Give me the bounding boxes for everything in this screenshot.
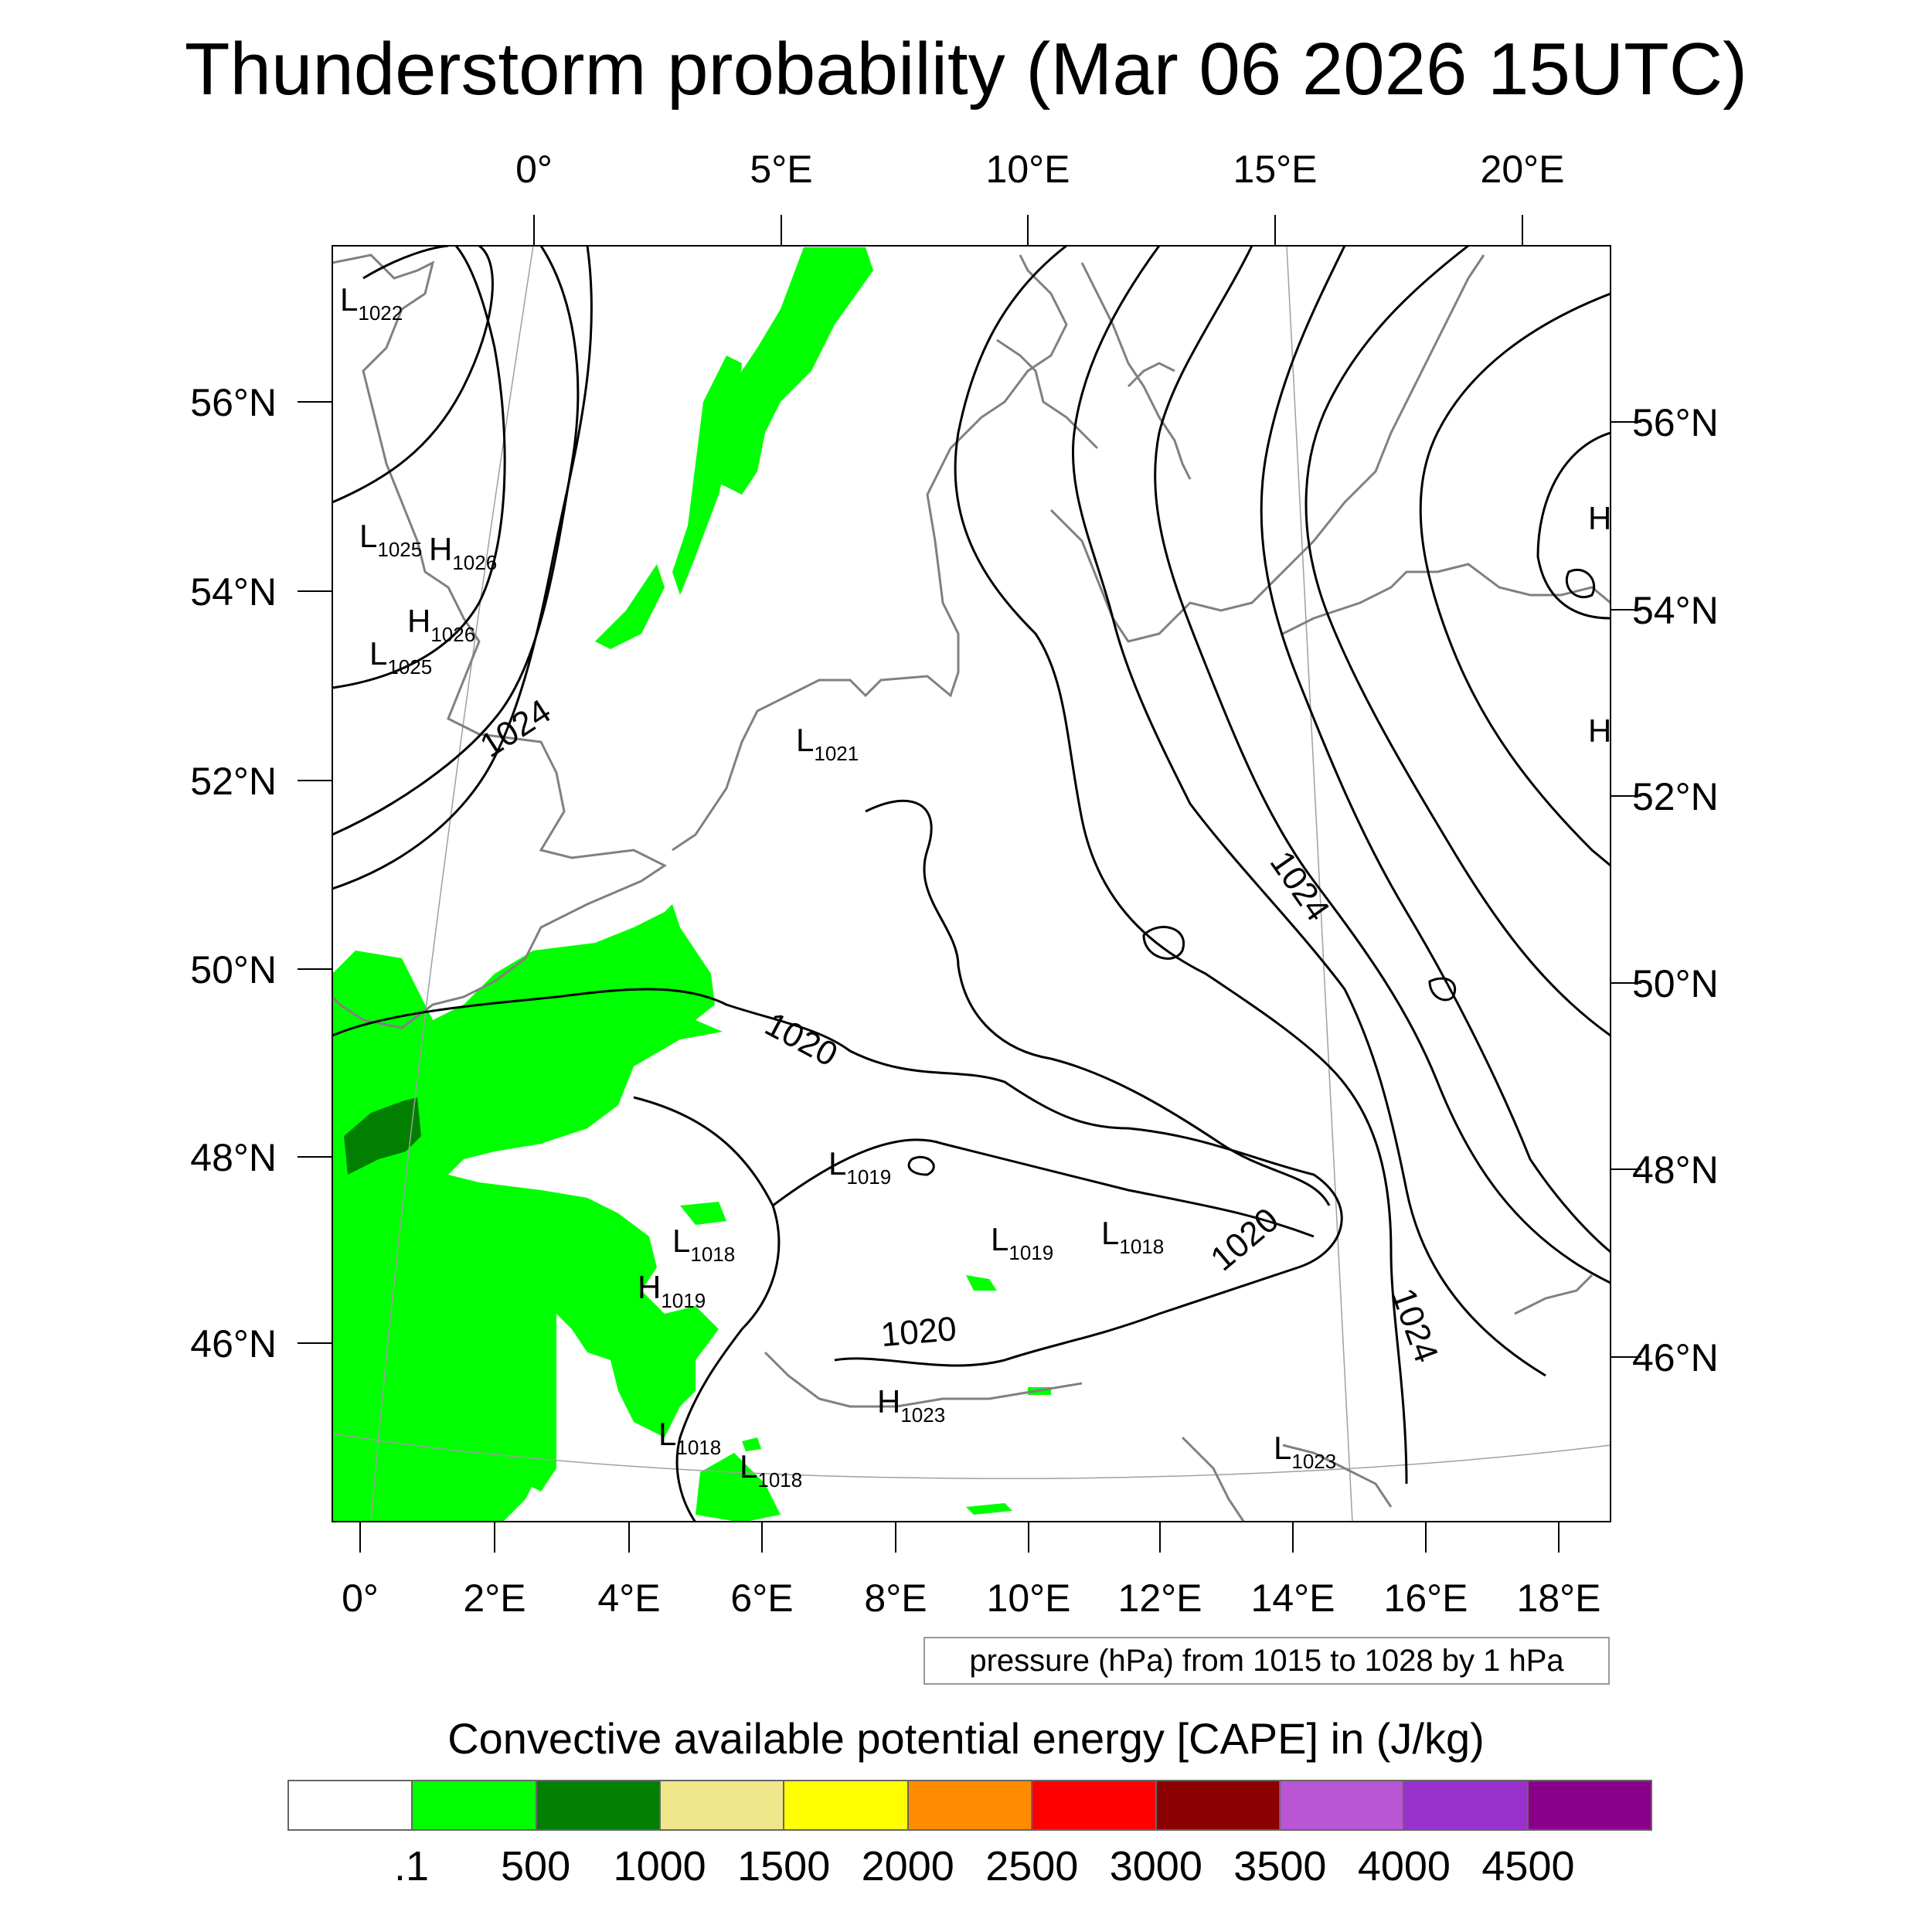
pressure-center-high: H1023 (877, 1383, 945, 1427)
colorbar-label: .1 (394, 1843, 430, 1889)
left-tick-label: 56°N (190, 381, 277, 424)
colorbar-label: 2000 (861, 1843, 954, 1889)
right-tick-label: 46°N (1632, 1336, 1719, 1379)
left-tick-label: 52°N (190, 760, 277, 803)
top-tick-label: 20°E (1481, 148, 1565, 191)
colorbar-labels: .1 500 1000 1500 2000 2500 3000 3500 4000 4500 (0, 1839, 1932, 1893)
bottom-tick-label: 16°E (1384, 1577, 1468, 1620)
chart-title: Thunderstorm probability (Mar 06 2026 15… (184, 28, 1748, 111)
colorbar-swatch (1404, 1781, 1529, 1829)
colorbar-swatch (908, 1781, 1033, 1829)
bottom-tick-label: 0° (342, 1577, 379, 1620)
cape-colorbar (287, 1780, 1652, 1831)
top-tick-label: 10°E (986, 148, 1070, 191)
pressure-center-high: H (1588, 500, 1611, 536)
pressure-center-high: H1019 (638, 1269, 706, 1312)
pressure-centers: L1022 L1025 H1026 H1026 L1025 L1021 L101… (340, 281, 1336, 1492)
pressure-center-low: L1018 (1101, 1215, 1164, 1258)
left-tick-label: 50°N (190, 948, 277, 992)
right-axis-labels: 56°N 54°N 52°N 50°N 48°N 46°N (1632, 401, 1719, 1379)
bottom-tick-label: 2°E (463, 1577, 526, 1620)
left-tick-label: 48°N (190, 1136, 277, 1179)
colorbar-label: 4500 (1481, 1843, 1575, 1889)
tick-marks (298, 215, 1641, 1553)
isobar-label: 1024 (1263, 845, 1337, 928)
pressure-center-low: L1025 (359, 518, 422, 561)
top-tick-label: 15°E (1233, 148, 1318, 191)
right-tick-label: 50°N (1632, 962, 1719, 1005)
pressure-center-low: L1018 (740, 1448, 802, 1492)
top-tick-label: 0° (515, 148, 553, 191)
pressure-center-low: L1025 (369, 635, 432, 679)
bottom-tick-label: 6°E (730, 1577, 793, 1620)
edge-pressure-letters: H H (1588, 500, 1611, 749)
pressure-center-low: L1019 (828, 1145, 891, 1189)
colorbar-swatch (1032, 1781, 1157, 1829)
colorbar-label: 1500 (737, 1843, 831, 1889)
colorbar-swatch (1528, 1781, 1651, 1829)
colorbar-swatch (661, 1781, 785, 1829)
colorbar-label: 500 (501, 1843, 571, 1889)
right-tick-label: 48°N (1632, 1148, 1719, 1192)
pressure-center-low: L1019 (991, 1221, 1053, 1264)
bottom-axis-labels: 0° 2°E 4°E 6°E 8°E 10°E 12°E 14°E 16°E 1… (342, 1577, 1600, 1620)
colorbar-label: 1000 (613, 1843, 706, 1889)
coastline (332, 253, 1611, 1522)
bottom-tick-label: 4°E (597, 1577, 660, 1620)
cape-fill-light (332, 247, 1051, 1522)
colorbar-swatch (289, 1781, 413, 1829)
pressure-center-high: H1026 (407, 603, 475, 646)
isobar-label: 1020 (1203, 1201, 1285, 1278)
pressure-center-low: L1021 (796, 722, 859, 765)
right-tick-label: 56°N (1632, 401, 1719, 444)
colorbar-swatch (536, 1781, 662, 1829)
pressure-center-low: L1018 (672, 1223, 735, 1266)
pressure-center-low: L1022 (340, 281, 403, 325)
right-tick-label: 54°N (1632, 589, 1719, 632)
left-axis-labels: 56°N 54°N 52°N 50°N 48°N 46°N (190, 381, 277, 1366)
left-tick-label: 54°N (190, 570, 277, 614)
bottom-tick-label: 10°E (987, 1577, 1071, 1620)
pressure-center-high: H1026 (429, 531, 497, 574)
isobar-label: 1020 (759, 1005, 843, 1074)
bottom-tick-label: 8°E (864, 1577, 927, 1620)
top-axis-labels: 0° 5°E 10°E 15°E 20°E (515, 148, 1564, 191)
isobar-label: 1024 (1384, 1284, 1446, 1368)
isobars (332, 246, 1611, 1522)
pressure-center-low: L1023 (1274, 1430, 1336, 1473)
bottom-tick-label: 18°E (1517, 1577, 1601, 1620)
colorbar-swatch (1280, 1781, 1405, 1829)
plot-frame (332, 245, 1611, 1522)
colorbar-title: Convective available potential energy [C… (447, 1714, 1485, 1763)
isobar-label: 1020 (879, 1310, 958, 1354)
colorbar-label: 3000 (1109, 1843, 1202, 1889)
isobar-label: 1024 (474, 692, 558, 765)
right-tick-label: 52°N (1632, 775, 1719, 818)
left-tick-label: 46°N (190, 1322, 277, 1366)
colorbar-label: 4000 (1357, 1843, 1451, 1889)
pressure-center-high: H (1588, 713, 1611, 749)
colorbar-swatch (1156, 1781, 1281, 1829)
colorbar-swatch (413, 1781, 537, 1829)
bottom-tick-label: 12°E (1118, 1577, 1202, 1620)
pressure-center-low: L1018 (658, 1416, 721, 1459)
colorbar-label: 3500 (1233, 1843, 1327, 1889)
pressure-contour-note: pressure (hPa) from 1015 to 1028 by 1 hP… (923, 1637, 1610, 1685)
bottom-tick-label: 14°E (1251, 1577, 1335, 1620)
cape-fill-dark (344, 1097, 421, 1175)
colorbar-swatch (784, 1781, 909, 1829)
top-tick-label: 5°E (750, 148, 812, 191)
colorbar-label: 2500 (985, 1843, 1079, 1889)
